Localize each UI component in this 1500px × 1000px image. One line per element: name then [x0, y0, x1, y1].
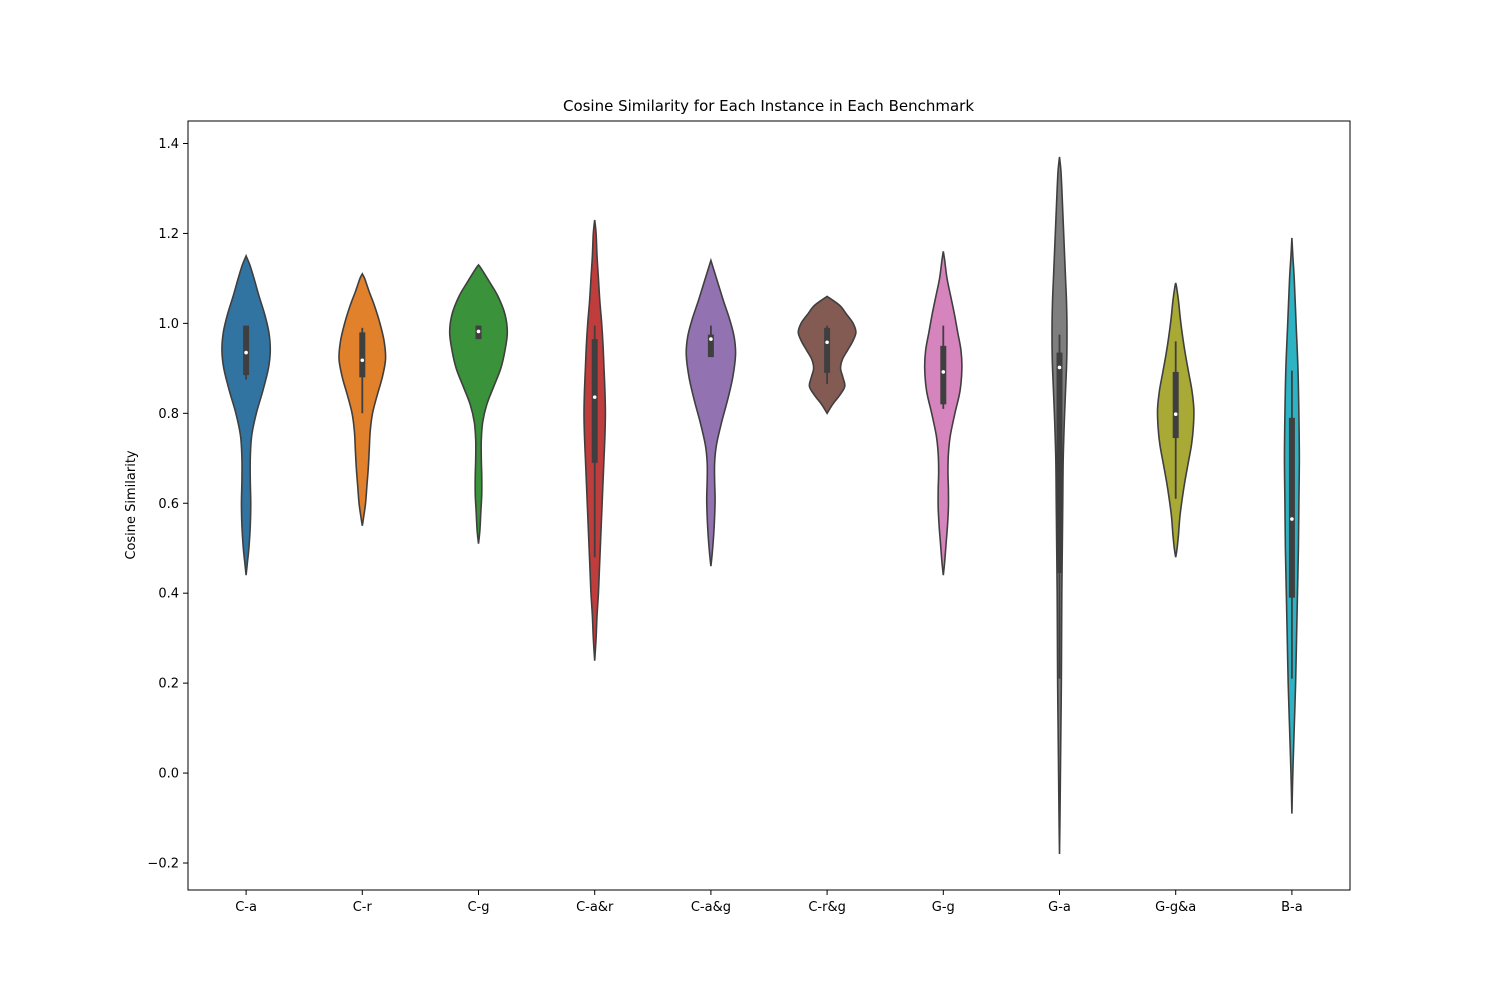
violin-body	[221, 253, 272, 576]
plot-frame	[187, 120, 1351, 891]
violin-iqr-box	[940, 345, 947, 405]
violin-median-dot	[825, 340, 829, 345]
y-tick-label: 1.0	[158, 317, 179, 332]
violin-iqr-box	[1288, 417, 1295, 598]
y-tick-label: 1.4	[158, 137, 179, 152]
x-tick-label: G-g	[932, 900, 955, 915]
x-tick-label: C-a&g	[691, 900, 731, 915]
x-tick-label: C-a	[235, 900, 257, 915]
violin-iqr-box	[243, 325, 250, 376]
y-axis-label: Cosine Similarity	[124, 450, 139, 560]
violin-body	[685, 257, 737, 567]
y-axis: −0.2 0.0 0.2 0.4 0.6 0.8 1.0 1.2 1.4	[147, 137, 188, 872]
violin-iqr-box	[1056, 352, 1063, 573]
violin-iqr-box	[359, 332, 366, 378]
x-tick-label: C-g	[467, 900, 489, 915]
y-tick-label: 0.2	[158, 677, 179, 692]
violin-median-dot	[1290, 517, 1294, 521]
violin-iqr-box	[707, 334, 714, 358]
violins-group	[221, 156, 1301, 855]
y-tick-label: 0.6	[158, 497, 179, 512]
violin-median-dot	[941, 370, 946, 374]
violin-median-dot	[1057, 365, 1062, 370]
violin-median-dot	[709, 337, 713, 341]
x-tick-label: B-a	[1281, 900, 1303, 915]
x-tick-label: C-r&g	[808, 900, 846, 915]
violin-iqr-box	[824, 327, 831, 373]
violin-median-dot	[592, 395, 597, 399]
y-tick-label: −0.2	[147, 857, 179, 872]
violin-body	[923, 251, 963, 576]
x-tick-label: G-a	[1048, 900, 1071, 915]
violin-median-dot	[360, 358, 365, 363]
y-tick-label: 0.0	[158, 767, 179, 782]
x-axis: C-a C-r C-g C-a&r C-a&g C-r&g G-g G-a G-g&a B-a	[235, 890, 1303, 915]
violin-median-dot	[1173, 412, 1178, 417]
x-tick-label: C-a&r	[576, 900, 614, 915]
violin-median-dot	[476, 329, 481, 334]
y-tick-label: 1.2	[158, 227, 179, 242]
y-tick-label: 0.4	[158, 587, 179, 602]
violin-iqr-box	[1172, 371, 1179, 439]
chart-title: Cosine Similarity for Each Instance in E…	[563, 97, 974, 115]
violin-body	[448, 263, 509, 544]
violin-median-dot	[244, 350, 248, 355]
y-tick-label: 0.8	[158, 407, 179, 422]
x-tick-label: C-r	[353, 900, 373, 915]
violin-iqr-box	[591, 339, 598, 463]
x-tick-label: G-g&a	[1155, 900, 1196, 915]
